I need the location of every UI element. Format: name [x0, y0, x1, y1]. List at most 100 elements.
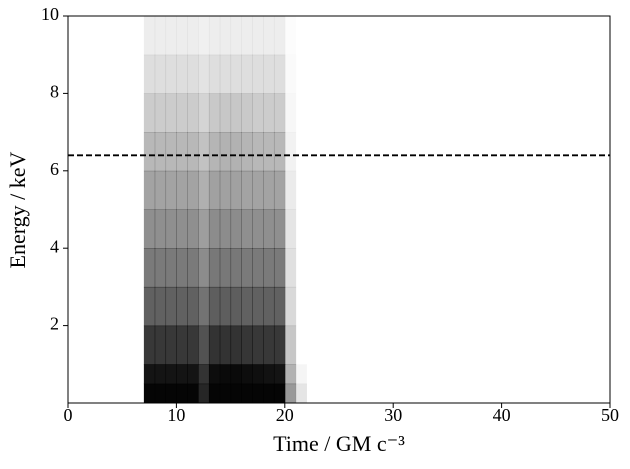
heatmap-cell: [165, 93, 177, 133]
heatmap-cell: [296, 93, 307, 132]
heatmap-cell: [230, 93, 242, 133]
heatmap-cell: [154, 54, 167, 94]
heatmap-cell: [241, 209, 253, 249]
heatmap-cell: [230, 170, 242, 210]
heatmap-cell: [198, 54, 210, 94]
heatmap-cell: [284, 248, 297, 288]
heatmap-cell: [252, 286, 264, 327]
heatmap-cell: [198, 93, 210, 133]
heatmap-cell: [284, 383, 297, 404]
heatmap-cell: [296, 287, 307, 326]
heatmap-cell: [273, 286, 286, 327]
heatmap-cell: [176, 16, 188, 56]
heatmap-cell: [219, 325, 232, 365]
heatmap-cell: [187, 16, 199, 56]
heatmap-cell: [154, 16, 167, 56]
x-axis-label: Time / GM c⁻³: [273, 431, 405, 456]
heatmap-cell: [143, 132, 156, 172]
heatmap-cell: [165, 286, 177, 327]
x-tick-label: 0: [64, 405, 73, 425]
heatmap-cell: [263, 16, 275, 56]
heatmap-cell: [187, 364, 199, 385]
heatmap-cell: [143, 170, 156, 210]
heatmap-cell: [208, 248, 221, 288]
heatmap-cell: [154, 325, 167, 365]
heatmap-cell: [241, 383, 253, 404]
heatmap-cell: [296, 210, 307, 249]
heatmap-cell: [165, 170, 177, 210]
heatmap-cell: [252, 132, 264, 172]
heatmap-cell: [273, 209, 286, 249]
heatmap-cell: [208, 170, 221, 210]
x-tick-label: 10: [167, 405, 185, 425]
heatmap-cell: [230, 383, 242, 404]
heatmap-cell: [219, 170, 232, 210]
heatmap-cell: [284, 364, 297, 385]
heatmap-cell: [208, 383, 221, 404]
axes-frame: [67, 15, 611, 404]
heatmap-cell: [252, 209, 264, 249]
heatmap-cell: [230, 286, 242, 327]
heatmap-cell: [285, 55, 296, 94]
heatmap-cell: [241, 364, 253, 385]
y-tick-label: 8: [50, 82, 59, 102]
heatmap-cell: [176, 93, 188, 133]
heatmap-cell: [198, 364, 210, 385]
y-tick-label: 6: [50, 159, 59, 179]
heatmap-cell: [198, 286, 210, 327]
heatmap-cell: [187, 132, 199, 172]
x-tick-label: 40: [493, 405, 511, 425]
heatmap-cell: [187, 93, 199, 133]
heatmap-cell: [273, 54, 286, 94]
heatmap-cell: [143, 54, 156, 94]
heatmap-cell: [198, 383, 210, 404]
heatmap-cell: [198, 170, 210, 210]
heatmap-cell: [241, 286, 253, 327]
heatmap-cell: [143, 364, 156, 385]
heatmap-cell: [230, 54, 242, 94]
heatmap-cell: [241, 54, 253, 94]
heatmap-cell: [284, 170, 297, 210]
heatmap-cell: [252, 93, 264, 133]
heatmap-cell: [296, 326, 307, 365]
heatmap-cell: [143, 16, 156, 56]
heatmap-cell: [176, 325, 188, 365]
heatmap-cell: [176, 383, 188, 404]
heatmap-cell: [263, 209, 275, 249]
heatmap-cell: [165, 54, 177, 94]
heatmap-cell: [273, 93, 286, 133]
heatmap-cell: [230, 248, 242, 288]
heatmap-cell: [154, 364, 167, 385]
heatmap-cell: [208, 132, 221, 172]
heatmap-cell: [219, 93, 232, 133]
heatmap-cell: [230, 16, 242, 56]
heatmap-cell: [208, 209, 221, 249]
heatmap-cell: [143, 93, 156, 133]
heatmap-cell: [263, 248, 275, 288]
heatmap-cell: [273, 325, 286, 365]
heatmap-cell: [284, 286, 297, 327]
heatmap: [143, 16, 307, 404]
heatmap-cell: [230, 364, 242, 385]
heatmap-cell: [252, 383, 264, 404]
heatmap-cell: [252, 170, 264, 210]
x-tick-label: 20: [276, 405, 294, 425]
heatmap-cell: [230, 132, 242, 172]
heatmap-cell: [176, 286, 188, 327]
heatmap-cell: [143, 286, 156, 327]
heatmap-cell: [198, 209, 210, 249]
heatmap-cell: [198, 16, 210, 56]
heatmap-cell: [241, 170, 253, 210]
heatmap-cell: [284, 325, 297, 365]
heatmap-cell: [219, 248, 232, 288]
heatmap-cell: [219, 364, 232, 385]
heatmap-cell: [263, 286, 275, 327]
heatmap-cell: [187, 286, 199, 327]
heatmap-cell: [219, 383, 232, 404]
heatmap-cell: [208, 16, 221, 56]
heatmap-cell: [154, 383, 167, 404]
heatmap-cell: [296, 16, 307, 55]
y-tick-label: 4: [50, 236, 59, 256]
heatmap-cell: [219, 132, 232, 172]
